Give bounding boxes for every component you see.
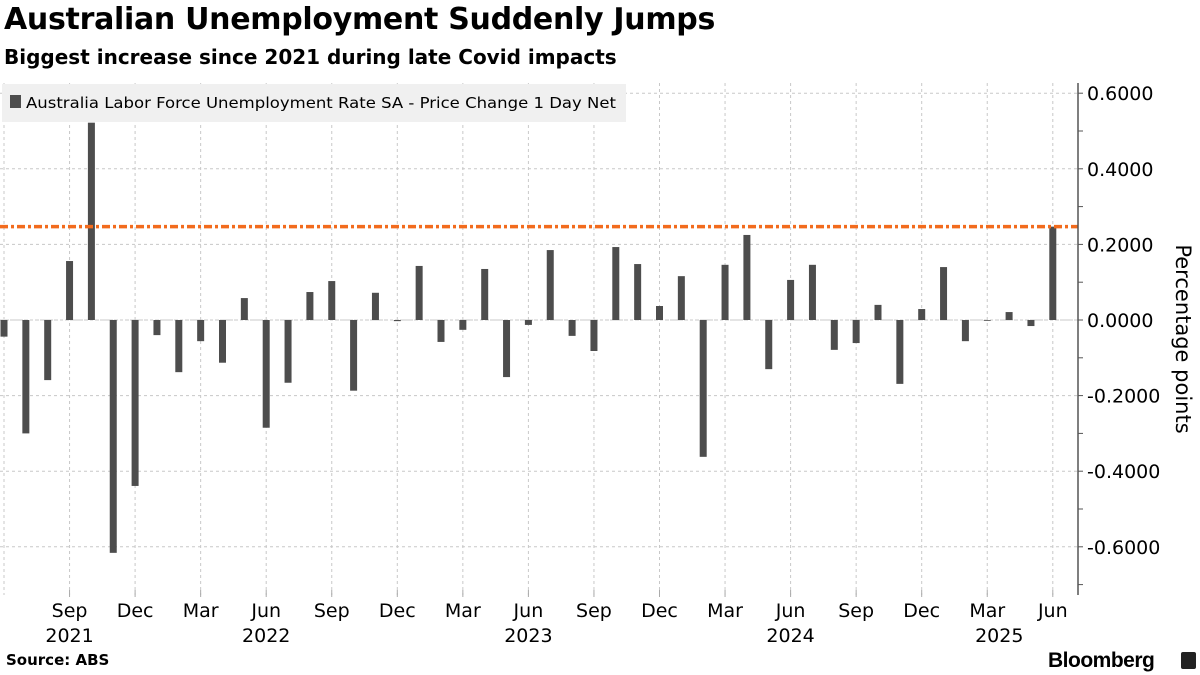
x-tick-label: Jun [250, 600, 281, 622]
bar-2025-04 [1005, 312, 1013, 320]
x-tick-label: Mar [183, 600, 219, 622]
legend-background [2, 84, 626, 122]
bar-2022-12 [393, 320, 401, 322]
bar-2022-06 [262, 320, 270, 428]
x-year-label: 2023 [504, 625, 552, 647]
bar-2023-09 [590, 320, 598, 351]
bar-2021-10 [87, 122, 95, 321]
bar-2021-11 [109, 320, 117, 553]
y-tick-label: 0.2000 [1087, 234, 1153, 256]
bars [0, 122, 1057, 553]
bar-2025-06 [1049, 226, 1057, 320]
bar-2023-12 [656, 306, 663, 320]
bar-2024-04 [743, 234, 751, 320]
x-tick-label: Sep [52, 600, 88, 622]
x-year-label: 2021 [45, 625, 93, 647]
bar-2022-02 [175, 320, 183, 373]
bar-2023-01 [415, 265, 423, 320]
bar-2025-02 [961, 320, 969, 342]
x-tick-label: Dec [903, 600, 940, 622]
y-tick-label: 0.4000 [1087, 159, 1153, 181]
bar-2023-05 [503, 320, 511, 378]
bar-2021-08 [44, 320, 52, 381]
x-axis: Sep 2021 Dec Mar Jun 2022 Sep Dec Mar Jun 2023 Sep D… [45, 590, 1068, 647]
x-tick-label: Jun [513, 600, 544, 622]
legend-label: Australia Labor Force Unemployment Rate … [26, 94, 616, 112]
chart-title: Australian Unemployment Suddenly Jumps [4, 2, 716, 37]
bloomberg-logo: Bloomberg [1048, 649, 1155, 672]
y-tick-label: -0.6000 [1087, 537, 1160, 559]
bar-2021-12 [131, 320, 139, 486]
legend-swatch [10, 95, 21, 108]
bar-2022-08 [306, 292, 314, 320]
bar-2024-12 [918, 309, 926, 320]
bar-2023-08 [568, 320, 576, 336]
gridlines [0, 83, 1078, 595]
bar-2023-04 [481, 268, 489, 320]
x-tick-label: Sep [314, 600, 350, 622]
x-tick-label: Jun [1037, 600, 1068, 622]
bar-2024-01 [677, 276, 685, 320]
bar-2023-02 [437, 320, 445, 342]
y-axis: 0.6000 0.4000 0.2000 0.0000 -0.2000 -0.4000 -0… [1078, 83, 1160, 586]
y-tick-label: 0.6000 [1087, 83, 1153, 105]
source-note: Source: ABS [6, 651, 110, 669]
bar-2024-11 [896, 320, 904, 384]
bar-2023-11 [634, 264, 642, 320]
bloomberg-chart-icon [1181, 652, 1196, 669]
bar-2022-11 [371, 292, 379, 320]
x-year-label: 2024 [766, 625, 814, 647]
x-tick-label: Dec [379, 600, 416, 622]
bar-2025-03 [983, 320, 991, 321]
x-year-label: 2025 [975, 625, 1023, 647]
x-tick-label: Dec [641, 600, 678, 622]
bar-2024-09 [852, 320, 860, 344]
bar-2022-09 [328, 281, 336, 320]
x-tick-label: Mar [707, 600, 743, 622]
x-tick-label: Sep [838, 600, 874, 622]
y-tick-label: -0.2000 [1087, 386, 1160, 408]
y-tick-label: -0.4000 [1087, 461, 1160, 483]
x-tick-label: Mar [969, 600, 1005, 622]
x-tick-label: Sep [576, 600, 612, 622]
bar-2024-05 [765, 320, 773, 370]
y-axis-label: Percentage points [1171, 244, 1195, 433]
bar-2021-07 [22, 320, 30, 434]
bar-2024-02 [699, 320, 707, 457]
bar-2021-09 [66, 261, 74, 320]
chart-subtitle: Biggest increase since 2021 during late … [4, 45, 617, 69]
bar-2024-10 [874, 304, 882, 320]
bar-2022-03 [197, 320, 205, 342]
bar-2023-06 [524, 320, 532, 325]
bar-2023-03 [459, 320, 467, 330]
y-tick-label: 0.0000 [1087, 310, 1153, 332]
bar-2022-10 [350, 320, 358, 391]
bar-2025-05 [1027, 320, 1035, 327]
bar-2022-07 [284, 320, 292, 383]
x-tick-label: Dec [117, 600, 154, 622]
x-tick-label: Jun [775, 600, 806, 622]
bar-2021-06 [0, 320, 8, 337]
x-tick-label: Mar [445, 600, 481, 622]
x-year-label: 2022 [242, 625, 290, 647]
bar-2024-08 [830, 320, 838, 350]
bar-2023-07 [546, 250, 554, 320]
bar-2024-07 [808, 264, 816, 320]
bar-2024-03 [721, 264, 729, 320]
bar-2022-04 [219, 320, 226, 363]
bar-2025-01 [940, 267, 948, 320]
bar-2024-06 [787, 279, 795, 320]
bar-2023-10 [612, 247, 620, 320]
bar-2022-01 [153, 320, 161, 336]
bar-2022-05 [240, 298, 248, 320]
